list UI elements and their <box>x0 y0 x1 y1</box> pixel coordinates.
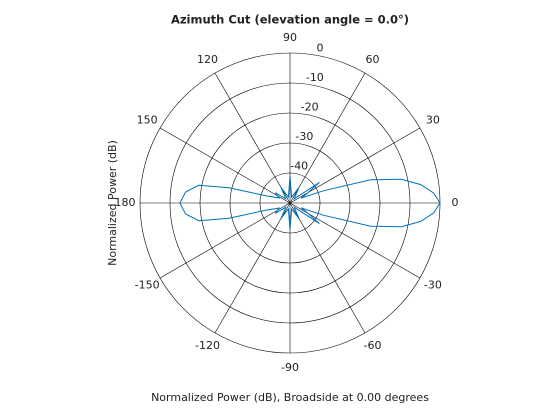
theta-tick-label: 60 <box>366 53 380 66</box>
pattern-line <box>179 175 441 231</box>
spoke <box>289 72 366 204</box>
spoke <box>289 202 366 334</box>
theta-tick-label: 90 <box>283 31 297 44</box>
y-axis-label: Normalized Power (dB) <box>106 140 119 266</box>
theta-tick-label: 0 <box>452 196 459 209</box>
r-tick-label: -40 <box>290 159 308 172</box>
spoke <box>289 202 421 279</box>
spoke <box>214 72 291 204</box>
theta-tick-label: 30 <box>426 114 440 127</box>
spoke <box>289 127 421 204</box>
r-tick-label: -20 <box>301 100 319 113</box>
spoke <box>159 202 291 279</box>
x-axis-label: Normalized Power (dB), Broadside at 0.00… <box>151 391 429 404</box>
theta-tick-label: -120 <box>195 339 220 352</box>
r-tick-label: -10 <box>306 71 324 84</box>
r-tick-label: 0 <box>317 41 324 54</box>
spoke <box>214 202 291 334</box>
theta-tick-label: 150 <box>137 114 158 127</box>
r-tick-label: -30 <box>295 130 313 143</box>
theta-tick-label: -30 <box>424 279 442 292</box>
theta-tick-label: -150 <box>135 279 160 292</box>
theta-tick-label: 120 <box>197 53 218 66</box>
theta-tick-label: -60 <box>364 339 382 352</box>
theta-tick-label: -90 <box>281 361 299 374</box>
theta-tick-label: 180 <box>115 196 136 209</box>
chart-title: Azimuth Cut (elevation angle = 0.0°) <box>171 13 409 27</box>
spoke <box>159 127 291 204</box>
